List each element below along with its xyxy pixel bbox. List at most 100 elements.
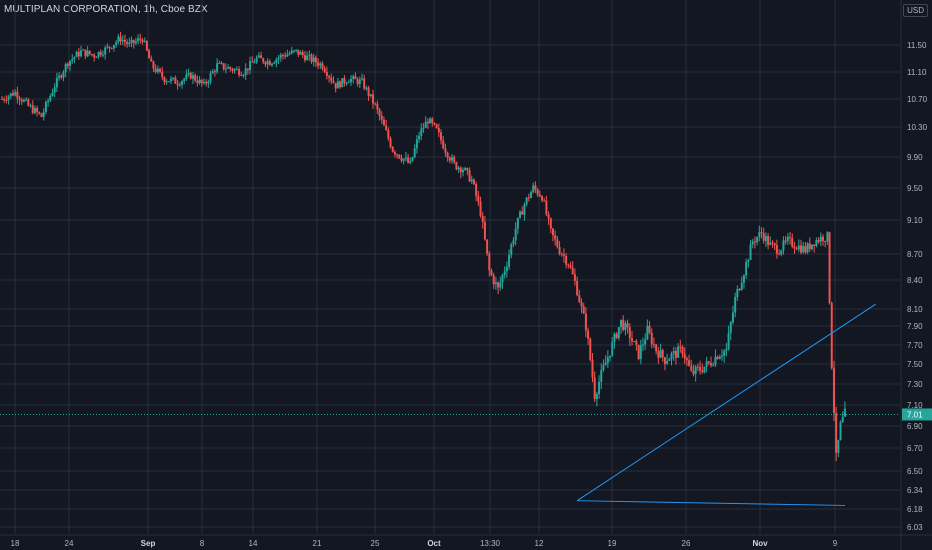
candle xyxy=(334,82,337,93)
last-price-label: 7.01 xyxy=(907,410,923,419)
candle xyxy=(527,193,530,202)
candle xyxy=(446,151,449,162)
candle xyxy=(172,77,175,81)
candle xyxy=(268,59,271,66)
time-tick-label: Sep xyxy=(141,539,156,548)
candle xyxy=(420,123,423,141)
candle xyxy=(701,363,704,375)
candle xyxy=(470,175,473,185)
candle xyxy=(396,153,399,159)
candle xyxy=(595,391,598,407)
time-tick-label: Oct xyxy=(427,539,441,548)
candle xyxy=(554,230,557,246)
drawing-trendlines[interactable] xyxy=(576,303,876,506)
candle xyxy=(635,339,638,351)
price-tick-label: 7.70 xyxy=(907,341,923,350)
time-tick-label: 14 xyxy=(249,539,258,548)
price-tick-label: 10.30 xyxy=(907,123,928,132)
candle xyxy=(29,103,32,108)
time-tick-label: Nov xyxy=(752,539,768,548)
candle xyxy=(639,339,642,365)
candle xyxy=(536,188,539,197)
candle xyxy=(448,155,451,164)
candle xyxy=(811,244,813,251)
candle xyxy=(295,49,298,53)
candle xyxy=(84,49,87,60)
candle xyxy=(415,135,418,154)
candle xyxy=(409,157,412,165)
price-tick-label: 8.70 xyxy=(907,250,923,259)
candle xyxy=(194,73,197,83)
candle xyxy=(198,75,201,85)
trendline[interactable] xyxy=(577,500,845,506)
candle xyxy=(573,268,576,286)
candle xyxy=(433,122,436,126)
candle xyxy=(249,56,252,75)
candle xyxy=(264,60,267,68)
candle xyxy=(725,342,728,357)
candle xyxy=(426,118,429,129)
candle xyxy=(77,48,80,61)
candle xyxy=(281,53,284,60)
candle xyxy=(624,320,627,336)
candle xyxy=(734,292,737,318)
candle xyxy=(488,251,491,277)
candle xyxy=(558,241,561,256)
candle xyxy=(451,153,453,164)
candle xyxy=(648,320,651,335)
candle xyxy=(699,360,702,375)
candle xyxy=(49,93,52,103)
candle xyxy=(115,40,118,48)
candle xyxy=(150,55,153,62)
candle xyxy=(75,50,78,58)
candle xyxy=(584,307,587,338)
time-axis[interactable]: 18 24 Sep 8 14 21 25 Oct 13:30 12 19 26 Nov 9 xyxy=(0,534,932,548)
candle xyxy=(189,71,192,80)
currency-badge[interactable]: USD xyxy=(903,4,928,17)
candlestick-series xyxy=(1,31,846,462)
trendline[interactable] xyxy=(576,303,876,502)
candle xyxy=(165,79,168,85)
candle xyxy=(422,122,425,133)
candle xyxy=(145,40,148,52)
candle xyxy=(457,165,460,173)
candle xyxy=(1,95,3,100)
candle xyxy=(477,190,480,206)
candle xyxy=(727,325,730,351)
candle xyxy=(547,211,550,225)
candle xyxy=(690,359,693,372)
candle xyxy=(301,49,304,59)
candle xyxy=(800,239,803,255)
candle xyxy=(284,52,287,59)
candle xyxy=(11,89,14,97)
candle xyxy=(104,45,107,60)
candle xyxy=(14,89,17,97)
candle xyxy=(154,64,157,74)
candle xyxy=(764,232,767,247)
candle xyxy=(393,150,396,158)
candle xyxy=(336,77,339,89)
candle xyxy=(202,78,205,85)
candle xyxy=(628,323,631,346)
candle xyxy=(3,96,6,103)
candle xyxy=(53,83,56,98)
candle xyxy=(191,72,194,84)
candle xyxy=(123,34,126,47)
candle xyxy=(503,266,506,279)
price-tick-label: 6.90 xyxy=(907,422,923,431)
candle xyxy=(613,331,616,349)
candle xyxy=(817,237,820,244)
candle xyxy=(712,362,715,367)
candle xyxy=(705,356,708,373)
time-tick-label: 13:30 xyxy=(480,539,501,548)
candle xyxy=(562,248,565,263)
candle xyxy=(514,222,517,246)
candle xyxy=(170,76,173,85)
price-tick-label: 6.18 xyxy=(907,505,923,514)
candle xyxy=(749,239,752,261)
price-tick-label: 7.10 xyxy=(907,401,923,410)
candle xyxy=(657,346,660,364)
candle xyxy=(576,276,579,297)
